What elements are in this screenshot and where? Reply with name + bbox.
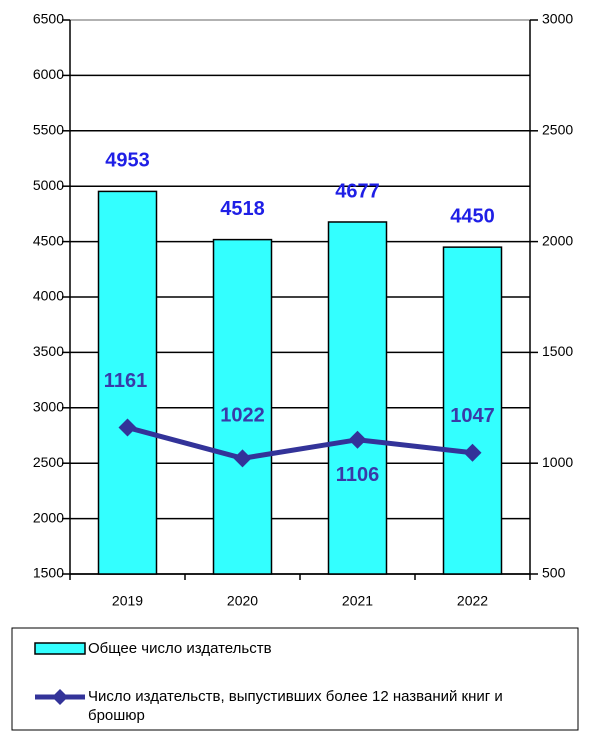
y2-tick-label: 3000	[542, 11, 573, 27]
line-marker	[348, 430, 367, 449]
y-tick-label: 2500	[33, 454, 64, 470]
bar	[97, 190, 158, 575]
legend-label: Общее число издательств	[88, 640, 272, 657]
y2-tick-label: 2500	[542, 122, 573, 138]
bar-value-label: 4518	[220, 198, 265, 220]
y-tick-label: 5000	[33, 177, 64, 193]
x-tick-label: 2020	[227, 593, 258, 609]
y-tick-label: 2000	[33, 509, 64, 525]
bar-value-label: 4677	[335, 180, 380, 202]
bar	[212, 238, 273, 575]
x-tick-label: 2021	[342, 593, 373, 609]
y-tick-label: 5500	[33, 122, 64, 138]
line-marker	[118, 418, 137, 437]
y2-tick-label: 2000	[542, 232, 573, 248]
y-tick-label: 4500	[33, 232, 64, 248]
x-tick-label: 2022	[457, 593, 488, 609]
line-marker	[233, 449, 252, 468]
y-tick-label: 4000	[33, 288, 64, 304]
y-tick-label: 6000	[33, 66, 64, 82]
bar-value-label: 4953	[105, 150, 150, 172]
line-value-label: 1106	[336, 464, 379, 486]
line-value-label: 1047	[450, 405, 495, 427]
bar	[442, 246, 503, 575]
x-tick-label: 2019	[112, 593, 143, 609]
bar	[327, 221, 388, 575]
line	[126, 425, 473, 461]
y2-tick-label: 500	[542, 565, 566, 581]
bar-value-label: 4450	[450, 205, 495, 227]
legend-swatch	[52, 689, 68, 705]
line-value-label: 1022	[220, 405, 265, 427]
y-tick-label: 1500	[33, 565, 64, 581]
legend-box	[11, 627, 579, 731]
y-tick-label: 6500	[33, 11, 64, 27]
y-tick-label: 3000	[33, 399, 64, 415]
line-value-label: 1161	[104, 370, 147, 392]
line-marker	[463, 443, 482, 462]
y-tick-label: 3500	[33, 343, 64, 359]
legend-label: Число издательств, выпустивших более 12 …	[88, 688, 503, 724]
y2-tick-label: 1000	[542, 454, 573, 470]
y2-tick-label: 1500	[542, 343, 573, 359]
legend-swatch	[34, 642, 86, 655]
